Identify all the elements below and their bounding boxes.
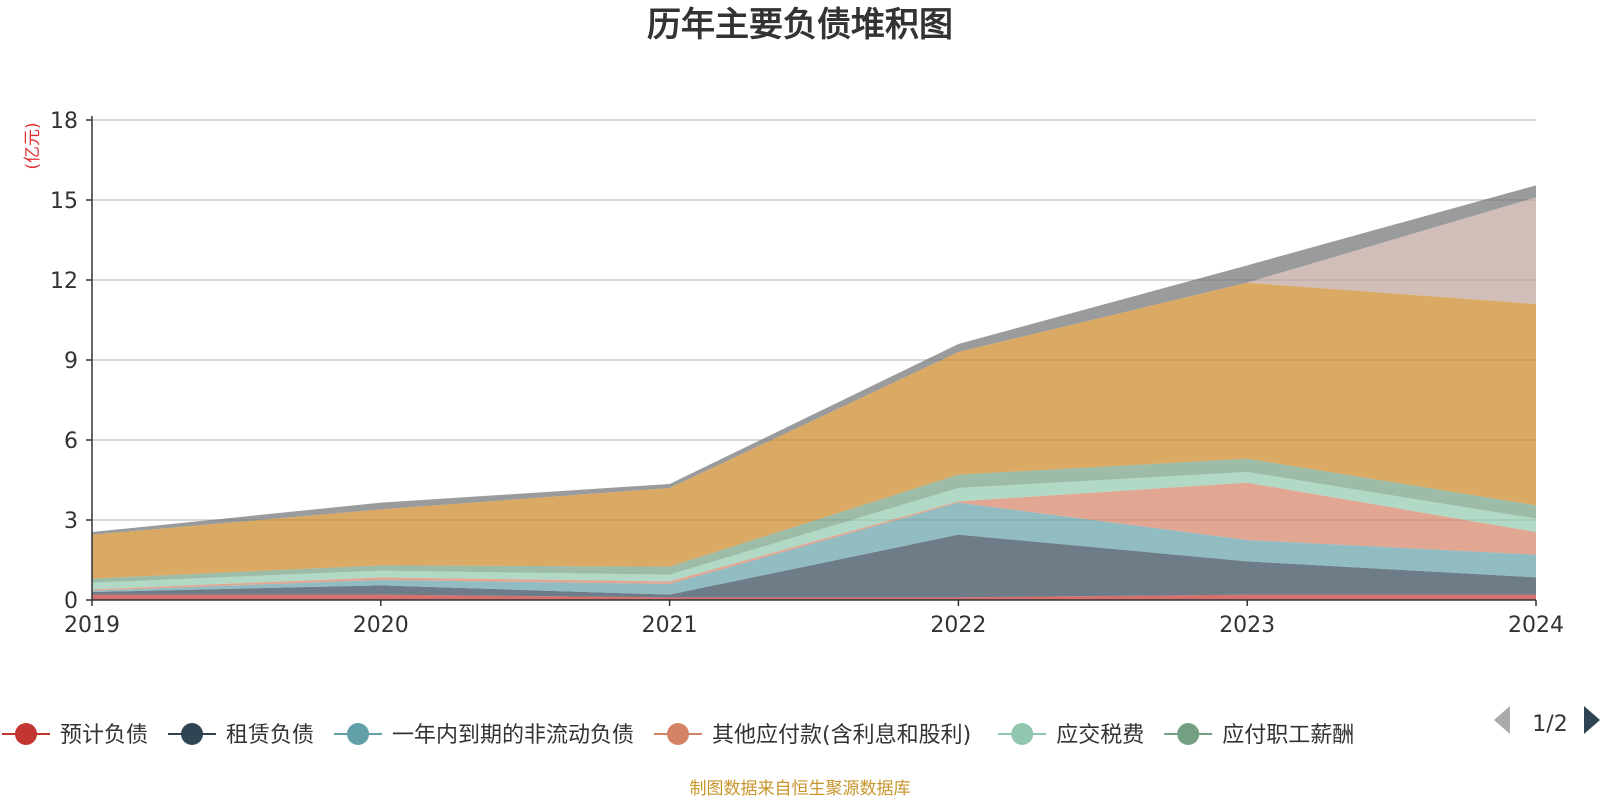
area-series-0: [92, 594, 1536, 600]
x-tick-label: 2022: [930, 613, 986, 638]
legend-next-arrow-icon[interactable]: [1584, 706, 1600, 734]
x-tick-label: 2021: [642, 613, 698, 638]
area-series-group: [92, 185, 1536, 600]
area-series-4: [92, 472, 1536, 590]
area-series-5: [92, 458, 1536, 583]
data-source-note: 制图数据来自恒生聚源数据库: [690, 779, 911, 799]
legend-marker-icon: [667, 723, 689, 745]
y-tick-label: 18: [50, 109, 78, 134]
legend-prev-arrow-icon[interactable]: [1494, 706, 1510, 734]
axes: 0 3 6 9 12 15 18 2019 2020 2021 2022 2023 2024: [50, 109, 1564, 638]
legend-item-3[interactable]: 其他应付款(含利息和股利): [654, 723, 971, 748]
legend-label: 预计负债: [60, 723, 148, 748]
legend: 预计负债 租赁负债 一年内到期的非流动负债 其他应付款(含利息和股利) 应交税费 应付职工…: [2, 723, 1354, 748]
legend-item-1[interactable]: 租赁负债: [168, 723, 314, 748]
legend-item-2[interactable]: 一年内到期的非流动负债: [334, 723, 634, 748]
legend-item-4[interactable]: 应交税费: [998, 723, 1144, 748]
legend-marker-icon: [347, 723, 369, 745]
chart-title: 历年主要负债堆积图: [647, 5, 953, 45]
area-series-2: [92, 502, 1536, 595]
legend-marker-icon: [15, 723, 37, 745]
y-tick-label: 0: [64, 589, 78, 614]
x-tick-label: 2020: [353, 613, 409, 638]
area-series-1: [92, 534, 1536, 598]
legend-label: 一年内到期的非流动负债: [392, 723, 634, 748]
x-tick-label: 2024: [1508, 613, 1564, 638]
legend-item-0[interactable]: 预计负债: [2, 723, 148, 748]
legend-item-5[interactable]: 应付职工薪酬: [1164, 723, 1354, 748]
legend-marker-icon: [1011, 723, 1034, 745]
legend-label: 租赁负债: [226, 723, 314, 748]
legend-label: 其他应付款(含利息和股利): [712, 723, 971, 748]
area-series-6: [92, 282, 1536, 579]
y-tick-label: 15: [50, 189, 78, 214]
x-tick-label: 2019: [64, 613, 120, 638]
legend-pager: 1/2: [1494, 706, 1600, 737]
legend-page-indicator: 1/2: [1532, 712, 1567, 737]
y-axis-unit-label: (亿元): [23, 122, 43, 169]
y-tick-label: 9: [64, 349, 78, 374]
area-series-3: [92, 482, 1536, 591]
legend-label: 应交税费: [1056, 723, 1144, 748]
y-tick-label: 3: [64, 509, 78, 534]
y-tick-label: 6: [64, 429, 78, 454]
legend-marker-icon: [1177, 723, 1200, 745]
x-tick-label: 2023: [1219, 613, 1275, 638]
legend-label: 应付职工薪酬: [1222, 723, 1354, 748]
y-tick-label: 12: [50, 269, 78, 294]
legend-marker-icon: [181, 723, 203, 745]
